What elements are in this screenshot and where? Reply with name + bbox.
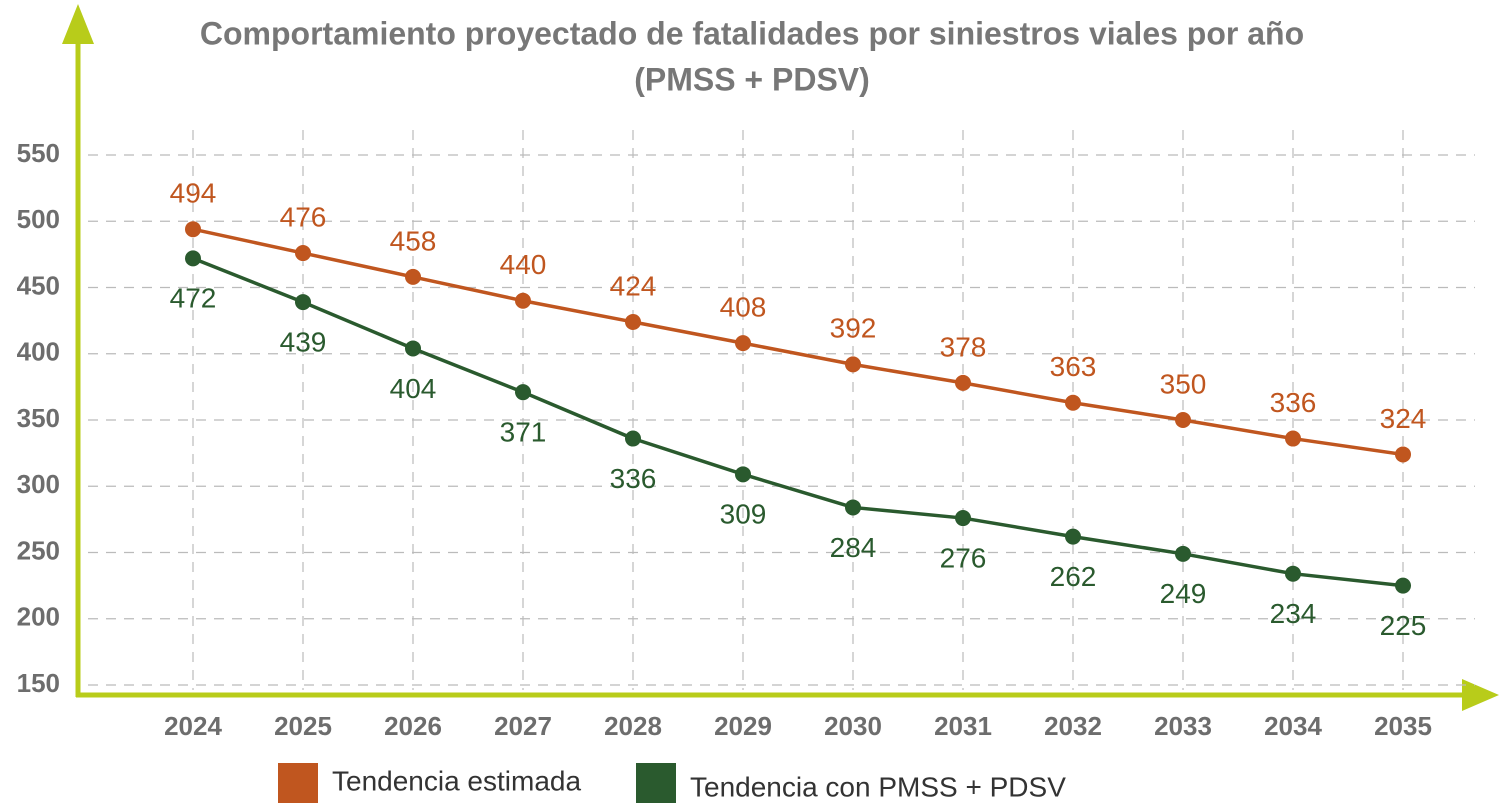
point — [625, 313, 641, 330]
point — [515, 292, 531, 309]
data-label: 494 — [170, 178, 217, 209]
data-label: 262 — [1050, 561, 1097, 592]
data-label: 439 — [280, 326, 327, 357]
point — [955, 374, 971, 391]
x-tick-label: 2033 — [1154, 711, 1212, 741]
data-label: 225 — [1380, 610, 1427, 641]
point — [295, 294, 311, 311]
point — [1175, 412, 1191, 428]
data-label: 408 — [720, 292, 767, 323]
x-tick-label: 2025 — [274, 711, 332, 741]
point — [1065, 528, 1081, 545]
legend-label: Tendencia estimada — [332, 765, 581, 796]
point — [625, 430, 641, 447]
data-label: 249 — [1160, 578, 1207, 609]
data-label: 476 — [280, 201, 327, 232]
point — [185, 221, 201, 238]
x-axis-arrow — [1462, 679, 1499, 711]
y-tick-label: 450 — [17, 270, 60, 300]
point — [845, 499, 861, 516]
y-tick-label: 150 — [17, 668, 60, 698]
y-tick-label: 350 — [17, 403, 60, 433]
data-label: 284 — [830, 532, 877, 563]
point — [845, 356, 861, 373]
data-label: 324 — [1380, 403, 1427, 434]
x-tick-label: 2026 — [384, 711, 442, 741]
data-label: 472 — [170, 283, 217, 314]
y-tick-label: 500 — [17, 204, 60, 234]
point — [515, 384, 531, 401]
y-axis-arrow — [62, 4, 94, 44]
chart-title: Comportamiento proyectado de fatalidades… — [200, 15, 1304, 51]
y-tick-label: 400 — [17, 337, 60, 367]
x-tick-label: 2031 — [934, 711, 992, 741]
data-label: 378 — [940, 331, 987, 362]
chart-subtitle: (PMSS + PDSV) — [634, 61, 870, 97]
legend-swatch — [636, 763, 676, 803]
point — [1395, 577, 1411, 594]
x-tick-label: 2027 — [494, 711, 552, 741]
point — [405, 268, 421, 285]
point — [735, 335, 751, 352]
x-tick-label: 2030 — [824, 711, 882, 741]
x-tick-label: 2035 — [1374, 711, 1432, 741]
point — [1285, 565, 1301, 582]
data-label: 309 — [720, 499, 767, 530]
point — [955, 510, 971, 527]
x-tick-label: 2028 — [604, 711, 662, 741]
series-line — [192, 256, 1404, 588]
point — [1395, 446, 1411, 463]
data-label: 424 — [610, 270, 657, 301]
data-label: 371 — [500, 417, 547, 448]
data-label: 234 — [1270, 598, 1317, 629]
x-tick-label: 2024 — [164, 711, 222, 741]
y-tick-label: 250 — [17, 535, 60, 565]
y-tick-label: 200 — [17, 602, 60, 632]
x-tick-label: 2029 — [714, 711, 772, 741]
point — [735, 466, 751, 483]
point — [1285, 430, 1301, 447]
data-label: 392 — [830, 313, 877, 344]
x-tick-label: 2032 — [1044, 711, 1102, 741]
y-tick-label: 300 — [17, 469, 60, 499]
data-label: 336 — [610, 463, 657, 494]
data-label: 276 — [940, 542, 987, 573]
data-label: 350 — [1160, 368, 1207, 399]
data-label: 336 — [1270, 387, 1317, 418]
data-label: 458 — [390, 225, 437, 256]
data-label: 363 — [1050, 351, 1097, 382]
data-label: 404 — [390, 373, 437, 404]
data-label: 440 — [500, 249, 547, 280]
point — [1175, 545, 1191, 562]
legend-label: Tendencia con PMSS + PDSV — [690, 771, 1066, 802]
x-tick-label: 2034 — [1264, 711, 1322, 741]
point — [185, 250, 201, 267]
series-line — [192, 227, 1404, 457]
legend-swatch — [278, 763, 318, 803]
point — [295, 245, 311, 262]
point — [1065, 394, 1081, 411]
y-tick-label: 550 — [17, 138, 60, 168]
point — [405, 340, 421, 357]
